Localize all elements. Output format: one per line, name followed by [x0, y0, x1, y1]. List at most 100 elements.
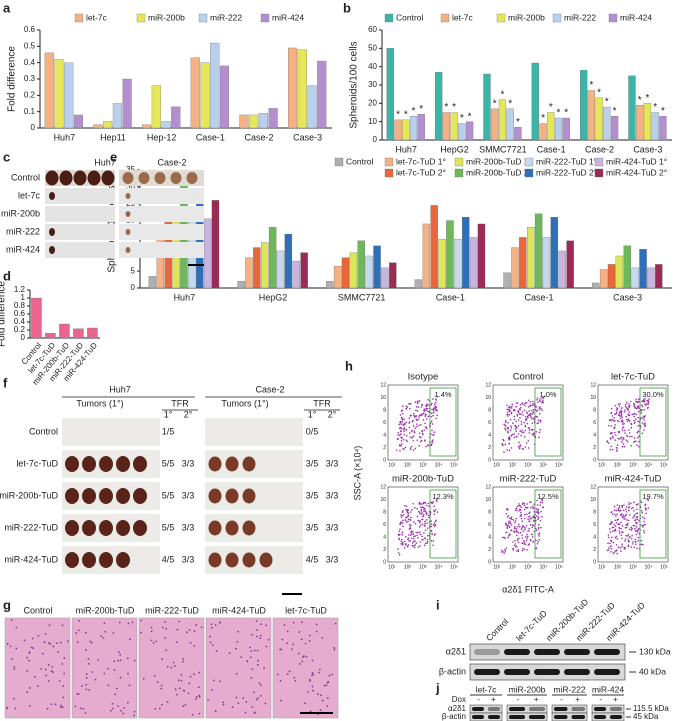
- event: [434, 406, 437, 409]
- y-tick-label: 0: [31, 123, 36, 132]
- tumor: [82, 488, 96, 504]
- event: [635, 504, 638, 506]
- event: [630, 400, 632, 403]
- nucleus: [326, 705, 329, 708]
- label: Huh7: [109, 384, 131, 394]
- tick-label: 4: [488, 432, 491, 438]
- event: [423, 429, 426, 431]
- significance-mark: *: [597, 87, 601, 98]
- bar: [402, 119, 410, 141]
- label: miR-222: [553, 684, 585, 694]
- event: [623, 515, 626, 518]
- event: [529, 501, 531, 503]
- gate: [639, 387, 667, 457]
- label: let-7c-TuD: [16, 458, 58, 468]
- event: [531, 505, 534, 508]
- event: [637, 430, 640, 432]
- bar: [659, 116, 667, 141]
- label: +: [613, 695, 618, 704]
- label: let-7c-TuD: [285, 605, 327, 615]
- nucleus: [318, 668, 321, 671]
- band: [504, 669, 530, 675]
- tumor: [133, 456, 147, 472]
- event: [412, 435, 415, 437]
- event: [541, 499, 544, 502]
- event: [607, 534, 610, 536]
- band: [472, 715, 484, 719]
- event: [520, 515, 522, 517]
- nucleus: [255, 620, 258, 623]
- event: [502, 536, 504, 539]
- event: [517, 532, 520, 534]
- event: [615, 544, 618, 546]
- y-tick-label: 0.3: [24, 74, 36, 83]
- event: [640, 543, 643, 546]
- event: [615, 407, 618, 409]
- band: [509, 715, 525, 719]
- event: [415, 542, 418, 544]
- nucleus: [140, 631, 142, 634]
- event: [637, 536, 640, 539]
- event: [422, 412, 425, 415]
- event: [540, 498, 543, 500]
- event: [516, 550, 518, 552]
- tick-label: 0: [593, 457, 596, 463]
- bar: [200, 62, 210, 129]
- nucleus: [251, 706, 254, 709]
- event: [424, 413, 427, 416]
- nucleus: [263, 667, 265, 669]
- nucleus: [175, 693, 178, 696]
- label: let-7c: [476, 684, 498, 694]
- event: [637, 410, 640, 413]
- event: [631, 534, 633, 537]
- label: miR-222: [6, 226, 40, 236]
- nucleus: [158, 707, 161, 710]
- event: [530, 416, 532, 418]
- label: 0/5: [306, 426, 319, 436]
- event: [621, 429, 624, 432]
- event: [636, 515, 639, 518]
- y-axis-label: Fold difference: [7, 46, 18, 112]
- event: [524, 543, 527, 546]
- event: [613, 426, 616, 429]
- event: [612, 420, 615, 422]
- event: [533, 507, 535, 509]
- legend-swatch: [454, 157, 464, 167]
- nucleus: [188, 682, 191, 685]
- event: [531, 404, 533, 407]
- label: α2δ1: [448, 704, 467, 713]
- event: [507, 522, 510, 524]
- nucleus: [244, 711, 247, 714]
- event: [635, 541, 637, 543]
- tick-label: 10²: [614, 564, 622, 570]
- event: [621, 504, 623, 507]
- event: [524, 528, 526, 531]
- event: [516, 505, 519, 508]
- y-tick-label: 0.6: [14, 309, 26, 318]
- nucleus: [90, 641, 93, 644]
- nucleus: [237, 630, 240, 633]
- nucleus: [231, 706, 234, 709]
- tick-label: 10: [380, 395, 386, 401]
- event: [633, 437, 636, 439]
- event: [418, 445, 420, 447]
- nucleus: [319, 709, 322, 711]
- y-tick-label: 60: [368, 25, 377, 34]
- nucleus: [211, 644, 214, 647]
- event: [414, 522, 417, 525]
- photo-strip: [45, 206, 115, 222]
- tick-label: 0: [383, 457, 386, 463]
- plot-frame: [597, 384, 669, 461]
- event: [610, 411, 613, 414]
- tumor: [82, 552, 96, 568]
- event: [431, 423, 434, 425]
- event: [519, 430, 522, 433]
- event: [518, 413, 521, 416]
- nucleus: [288, 670, 291, 673]
- event: [520, 513, 523, 516]
- event: [401, 534, 403, 536]
- nucleus: [111, 707, 114, 710]
- event: [509, 534, 511, 536]
- event: [525, 536, 527, 538]
- bar: [284, 233, 293, 289]
